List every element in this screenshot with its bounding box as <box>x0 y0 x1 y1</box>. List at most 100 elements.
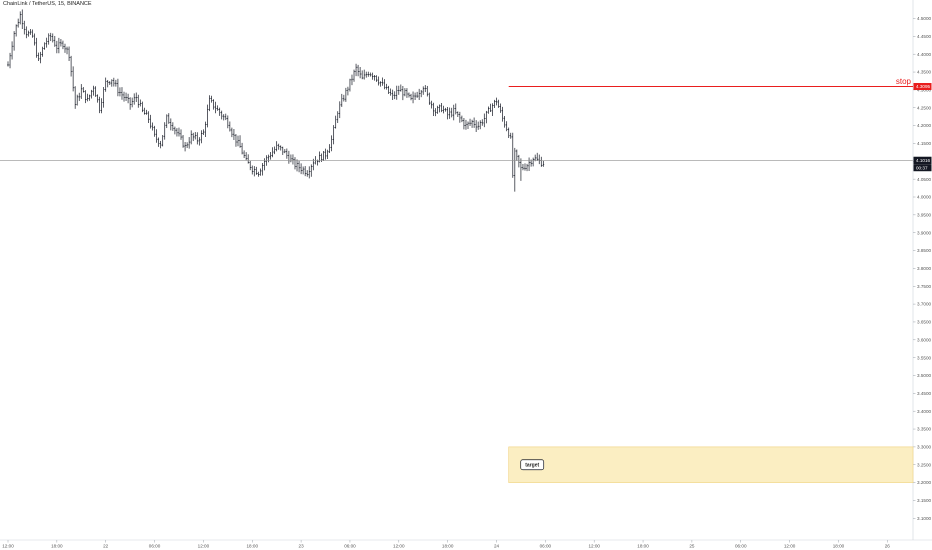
ohlc-bar <box>64 43 66 53</box>
ohlc-bar <box>214 101 217 114</box>
ohlc-bar <box>336 111 339 124</box>
ohlc-bar <box>182 135 184 148</box>
ohlc-bar <box>257 171 260 177</box>
ohlc-bar <box>45 37 48 48</box>
ohlc-bar <box>249 160 252 171</box>
ohlc-bar <box>497 99 500 108</box>
ohlc-bar <box>35 37 38 58</box>
ohlc-bar <box>247 154 250 164</box>
target-zone[interactable] <box>508 446 914 483</box>
ohlc-bar <box>259 168 262 176</box>
ohlc-bar <box>47 33 50 45</box>
ohlc-bar <box>84 90 87 104</box>
price-tick-label: 4.1500 <box>917 141 931 146</box>
ohlc-bar <box>404 88 406 97</box>
ohlc-bar <box>290 154 292 163</box>
ohlc-bar <box>110 79 113 87</box>
ohlc-bar <box>338 101 341 119</box>
ohlc-bar <box>371 72 374 80</box>
ohlc-bar <box>157 137 160 147</box>
ohlc-bar <box>147 111 150 124</box>
ohlc-bar <box>481 119 484 126</box>
ohlc-bar <box>137 94 140 108</box>
ohlc-bar <box>418 88 421 101</box>
price-axis-bg <box>913 0 932 540</box>
ohlc-bar <box>180 129 182 140</box>
ohlc-bar <box>143 107 146 115</box>
ohlc-bar <box>216 105 219 111</box>
ohlc-bar <box>92 85 95 96</box>
ohlc-bar <box>456 111 459 117</box>
ohlc-bar <box>200 130 203 144</box>
ohlc-bar <box>351 74 353 86</box>
stop-label: stop <box>896 77 912 86</box>
ohlc-bar <box>306 170 309 177</box>
ohlc-bar <box>430 100 433 109</box>
ohlc-bar <box>513 147 516 192</box>
ohlc-bar <box>60 39 62 47</box>
ohlc-bar <box>139 99 142 107</box>
ohlc-bar <box>269 152 272 160</box>
ohlc-bar <box>520 158 522 181</box>
time-tick-label: 22 <box>103 544 109 549</box>
ohlc-bar <box>503 116 506 128</box>
ohlc-bar <box>279 145 282 151</box>
ohlc-bar <box>399 84 402 92</box>
ohlc-bar <box>446 106 449 120</box>
ohlc-bar <box>121 87 123 100</box>
ohlc-bar <box>17 18 20 28</box>
ohlc-bar <box>517 154 520 168</box>
ohlc-bar <box>100 98 103 114</box>
price-tick-label: 4.4500 <box>917 34 931 39</box>
ohlc-bar <box>369 72 372 77</box>
ohlc-bar <box>129 97 132 110</box>
ohlc-bar <box>192 132 195 142</box>
ohlc-bar <box>184 141 186 152</box>
ohlc-bar <box>538 154 541 165</box>
time-tick-label: 12:00 <box>198 544 210 549</box>
ohlc-bar <box>190 130 193 145</box>
ohlc-bar <box>186 142 189 149</box>
ohlc-bar <box>528 157 530 172</box>
ohlc-bar <box>294 157 296 170</box>
ohlc-bar <box>153 125 156 137</box>
ohlc-bar <box>469 118 471 127</box>
price-tick-label: 4.0000 <box>917 195 931 200</box>
ohlc-bar <box>344 87 347 102</box>
ohlc-bar <box>7 61 9 67</box>
price-tick-label: 4.2500 <box>917 105 931 110</box>
ohlc-bar <box>21 9 24 29</box>
ohlc-bar <box>381 77 384 86</box>
ohlc-bar <box>357 64 359 77</box>
ohlc-bar <box>23 20 26 35</box>
ohlc-bar <box>314 156 317 165</box>
ohlc-bar <box>255 166 258 175</box>
ohlc-bar <box>212 99 215 110</box>
ohlc-bar <box>9 52 11 69</box>
ohlc-bar <box>397 85 400 95</box>
ohlc-bar <box>342 94 345 102</box>
ohlc-bar <box>363 69 366 80</box>
ohlc-bar <box>515 149 518 161</box>
ohlc-bar <box>141 101 144 113</box>
ohlc-bar <box>135 92 138 102</box>
ohlc-bar <box>463 118 465 130</box>
ohlc-bar <box>375 75 378 82</box>
ohlc-bar <box>108 81 111 85</box>
ohlc-bar <box>178 127 180 137</box>
ohlc-bar <box>473 117 476 128</box>
stop-price-badge <box>913 83 932 91</box>
ohlc-bar <box>235 134 237 147</box>
time-tick-label: 18:00 <box>51 544 63 549</box>
ohlc-bar <box>78 92 81 101</box>
ohlc-bar <box>261 163 264 176</box>
ohlc-bar <box>210 95 213 103</box>
ohlc-bar <box>326 149 329 160</box>
price-tick-label: 3.5000 <box>917 373 931 378</box>
ohlc-bar <box>55 40 58 54</box>
ohlc-bar <box>57 37 60 54</box>
ohlc-bar <box>385 83 388 90</box>
ohlc-bar <box>391 89 394 100</box>
